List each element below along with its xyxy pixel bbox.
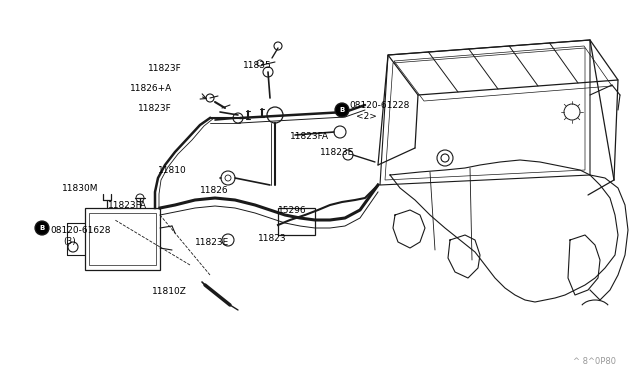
Text: 11823E: 11823E <box>320 148 355 157</box>
Text: 11810: 11810 <box>158 166 187 174</box>
Text: B: B <box>339 107 344 113</box>
Text: 11826: 11826 <box>200 186 228 195</box>
Circle shape <box>35 221 49 235</box>
Text: (3): (3) <box>63 237 76 246</box>
Text: ^ 8^0P80: ^ 8^0P80 <box>573 357 616 366</box>
Text: 11835: 11835 <box>243 61 272 70</box>
Text: 11823F: 11823F <box>148 64 182 73</box>
Text: 11823FA: 11823FA <box>290 131 329 141</box>
Text: B: B <box>40 225 45 231</box>
Text: 11810Z: 11810Z <box>152 288 187 296</box>
Text: 11823: 11823 <box>258 234 287 243</box>
Text: 08120-61628: 08120-61628 <box>50 225 111 234</box>
Text: 11823FA: 11823FA <box>108 201 147 209</box>
Circle shape <box>335 103 349 117</box>
Text: 11826+A: 11826+A <box>130 83 172 93</box>
Text: 11823F: 11823F <box>138 103 172 112</box>
Text: <2>: <2> <box>356 112 377 121</box>
Text: 11830M: 11830M <box>62 183 99 192</box>
Text: 11823E: 11823E <box>195 237 229 247</box>
Text: 08120-61228: 08120-61228 <box>349 100 410 109</box>
Text: 15296: 15296 <box>278 205 307 215</box>
